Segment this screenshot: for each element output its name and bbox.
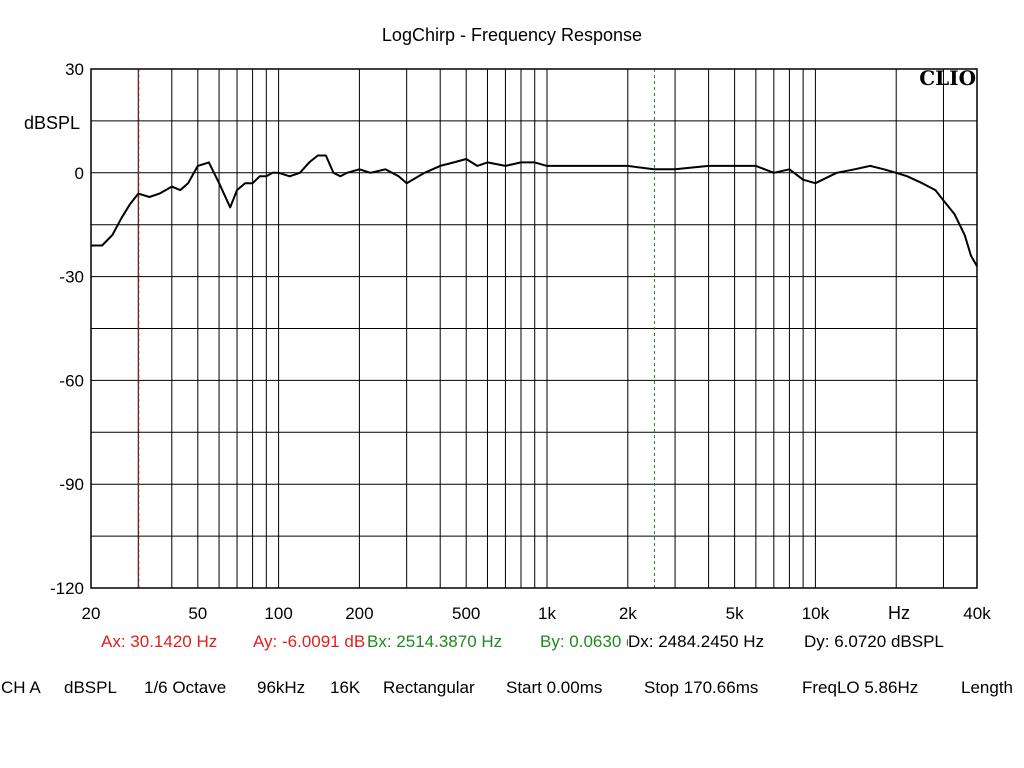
setting-smoothing: 1/6 Octave <box>144 678 227 697</box>
y-axis-label: dBSPL <box>24 113 80 133</box>
chart-title: LogChirp - Frequency Response <box>382 25 642 45</box>
setting-window: Rectangular <box>383 678 475 697</box>
cursor-a-x: Ax: 30.1420 Hz <box>101 632 218 651</box>
measurement-settings: CH A dBSPL 1/6 Octave 96kHz 16K Rectangu… <box>0 677 1024 699</box>
y-tick-label: -30 <box>59 268 84 287</box>
y-tick-label: -60 <box>59 371 84 390</box>
setting-freq-lo: FreqLO 5.86Hz <box>802 678 919 697</box>
x-tick-label: 50 <box>188 604 207 623</box>
x-tick-label: 2k <box>619 604 637 623</box>
setting-size: 16K <box>330 678 361 697</box>
y-tick-label: -120 <box>50 579 84 598</box>
cursor-readout: Ax: 30.1420 Hz Ay: -6.0091 dBSPL Bx: 251… <box>0 631 1024 653</box>
clio-watermark: CLIO <box>919 66 976 90</box>
y-tick-label: 30 <box>65 60 84 79</box>
setting-length: Length <box>961 678 1013 697</box>
plot-frame <box>90 68 978 589</box>
y-tick-label: -90 <box>59 475 84 494</box>
frequency-response-chart: LogChirp - Frequency Response 30 0 -30 -60 -… <box>24 25 992 623</box>
cursor-delta-y: Dy: 6.0720 dBSPL <box>804 632 944 651</box>
x-tick-label: 200 <box>345 604 373 623</box>
setting-start: Start 0.00ms <box>506 678 603 697</box>
chart-grid <box>91 69 977 588</box>
x-tick-label: 20 <box>82 604 101 623</box>
cursor-b-x: Bx: 2514.3870 Hz <box>367 632 503 651</box>
cursor-b-y: By: 0.0630 dBSPL <box>540 632 628 651</box>
setting-stop: Stop 170.66ms <box>644 678 759 697</box>
x-tick-label: 500 <box>452 604 480 623</box>
cursor-lines <box>138 69 655 588</box>
cursor-delta-x: Dx: 2484.2450 Hz <box>628 632 765 651</box>
x-axis-label: Hz <box>888 603 910 623</box>
setting-channel: CH A <box>1 678 41 697</box>
x-tick-label: 5k <box>726 604 744 623</box>
x-tick-labels: 20 50 100 200 500 1k 2k 5k 10k 40k <box>82 604 992 623</box>
x-tick-label: 40k <box>963 604 991 623</box>
y-tick-labels: 30 0 -30 -60 -90 -120 <box>50 60 84 598</box>
x-tick-label: 1k <box>538 604 556 623</box>
cursor-a-y: Ay: -6.0091 dBSPL <box>253 632 366 651</box>
series-line <box>91 154 978 267</box>
setting-unit: dBSPL <box>64 678 117 697</box>
x-tick-label: 100 <box>264 604 292 623</box>
x-tick-label: 10k <box>802 604 830 623</box>
setting-sample-rate: 96kHz <box>257 678 306 697</box>
y-tick-label: 0 <box>75 164 84 183</box>
